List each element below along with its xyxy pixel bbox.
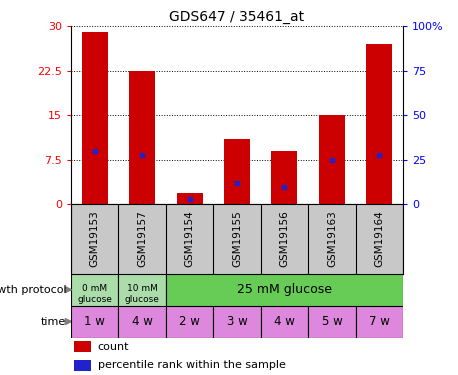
Text: count: count [98,342,129,351]
Bar [71,274,119,306]
Bar [119,274,166,306]
Text: glucose: glucose [77,295,112,304]
Bar [355,306,403,338]
Bar [74,341,91,352]
Bar [213,306,261,338]
Bar [319,116,345,204]
Text: GSM19153: GSM19153 [90,210,100,267]
Bar [261,306,308,338]
Text: 3 w: 3 w [227,315,247,328]
Text: growth protocol: growth protocol [0,285,66,295]
Text: 10 mM: 10 mM [127,284,158,292]
Text: time: time [41,316,66,327]
Text: 0 mM: 0 mM [82,284,107,292]
Text: GSM19155: GSM19155 [232,210,242,267]
Title: GDS647 / 35461_at: GDS647 / 35461_at [169,10,305,24]
Bar [74,360,91,370]
Text: percentile rank within the sample: percentile rank within the sample [98,360,285,370]
Text: glucose: glucose [125,295,159,304]
Text: 7 w: 7 w [369,315,390,328]
Text: GSM19164: GSM19164 [374,210,384,267]
Text: 2 w: 2 w [179,315,200,328]
Text: 1 w: 1 w [84,315,105,328]
Bar [176,192,202,204]
Bar [224,139,250,204]
Text: 4 w: 4 w [132,315,153,328]
Text: GSM19156: GSM19156 [279,210,289,267]
Text: 5 w: 5 w [322,315,342,328]
Bar [166,306,213,338]
Bar [129,71,155,204]
Bar [166,274,403,306]
Bar [82,32,108,204]
Text: GSM19157: GSM19157 [137,210,147,267]
Text: GSM19154: GSM19154 [185,210,195,267]
Text: GSM19163: GSM19163 [327,210,337,267]
Bar [71,306,119,338]
Bar [308,306,355,338]
Text: 4 w: 4 w [274,315,295,328]
Text: 25 mM glucose: 25 mM glucose [237,283,332,296]
Bar [119,306,166,338]
Bar [272,151,298,204]
Bar [366,44,393,204]
